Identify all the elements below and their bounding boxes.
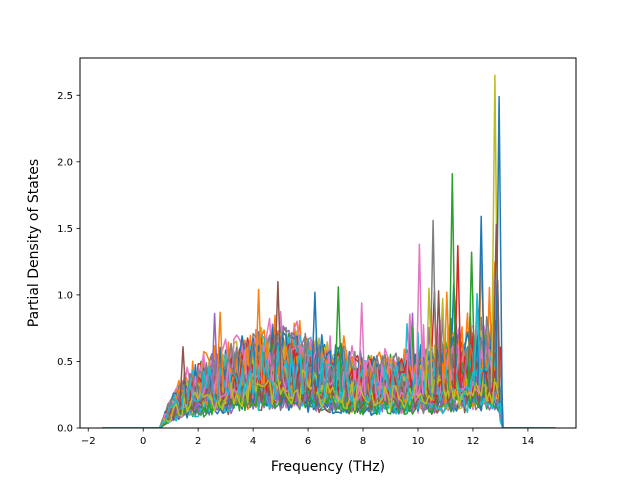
pdos-peak-line bbox=[310, 291, 319, 388]
y-tick-label: 2.5 bbox=[57, 91, 73, 102]
series-lines bbox=[102, 74, 556, 428]
pdos-peak-line bbox=[424, 287, 434, 395]
x-axis-ticks: −2 0 2 4 6 8 10 12 14 bbox=[81, 428, 534, 447]
x-tick-label: 2 bbox=[195, 436, 201, 447]
pdos-peak-line bbox=[473, 292, 482, 386]
pdos-series-line bbox=[102, 319, 556, 428]
x-axis-label: Frequency (THz) bbox=[271, 459, 385, 475]
x-tick-label: 8 bbox=[360, 436, 366, 447]
x-tick-label: 14 bbox=[522, 436, 535, 447]
x-tick-label: 4 bbox=[250, 436, 256, 447]
plot-area bbox=[79, 57, 577, 429]
pdos-peak-line bbox=[467, 251, 476, 387]
y-tick-label: 2.0 bbox=[57, 157, 73, 168]
pdos-peak-line bbox=[448, 173, 457, 391]
axes-frame bbox=[79, 57, 577, 429]
pdos-peak-line bbox=[254, 288, 263, 386]
pdos-peak-line bbox=[273, 280, 282, 383]
y-tick-label: 0.0 bbox=[57, 424, 73, 435]
pdos-peak-line bbox=[434, 290, 443, 393]
pdos-peak-line bbox=[442, 291, 451, 392]
pdos-peak-line bbox=[453, 244, 462, 390]
x-tick-label: 0 bbox=[140, 436, 146, 447]
x-tick-label: −2 bbox=[81, 436, 96, 447]
pdos-peak-line bbox=[210, 312, 219, 396]
pdos-series-line bbox=[102, 368, 556, 428]
pdos-peak-line bbox=[357, 302, 366, 396]
y-axis-label: Partial Density of States bbox=[26, 159, 42, 327]
y-tick-label: 1.0 bbox=[57, 290, 73, 301]
pdos-peak-line bbox=[178, 346, 188, 408]
y-axis-ticks: 0.0 0.5 1.0 1.5 2.0 2.5 bbox=[57, 91, 80, 435]
x-tick-label: 12 bbox=[467, 436, 480, 447]
pdos-peak-line bbox=[216, 311, 225, 395]
x-tick-label: 10 bbox=[412, 436, 425, 447]
pdos-peak-line bbox=[415, 243, 424, 396]
y-tick-label: 1.5 bbox=[57, 224, 73, 235]
y-tick-label: 0.5 bbox=[57, 357, 73, 368]
pdos-peak-line bbox=[334, 286, 343, 392]
pdos-peak-line bbox=[492, 223, 501, 404]
x-tick-label: 6 bbox=[305, 436, 311, 447]
